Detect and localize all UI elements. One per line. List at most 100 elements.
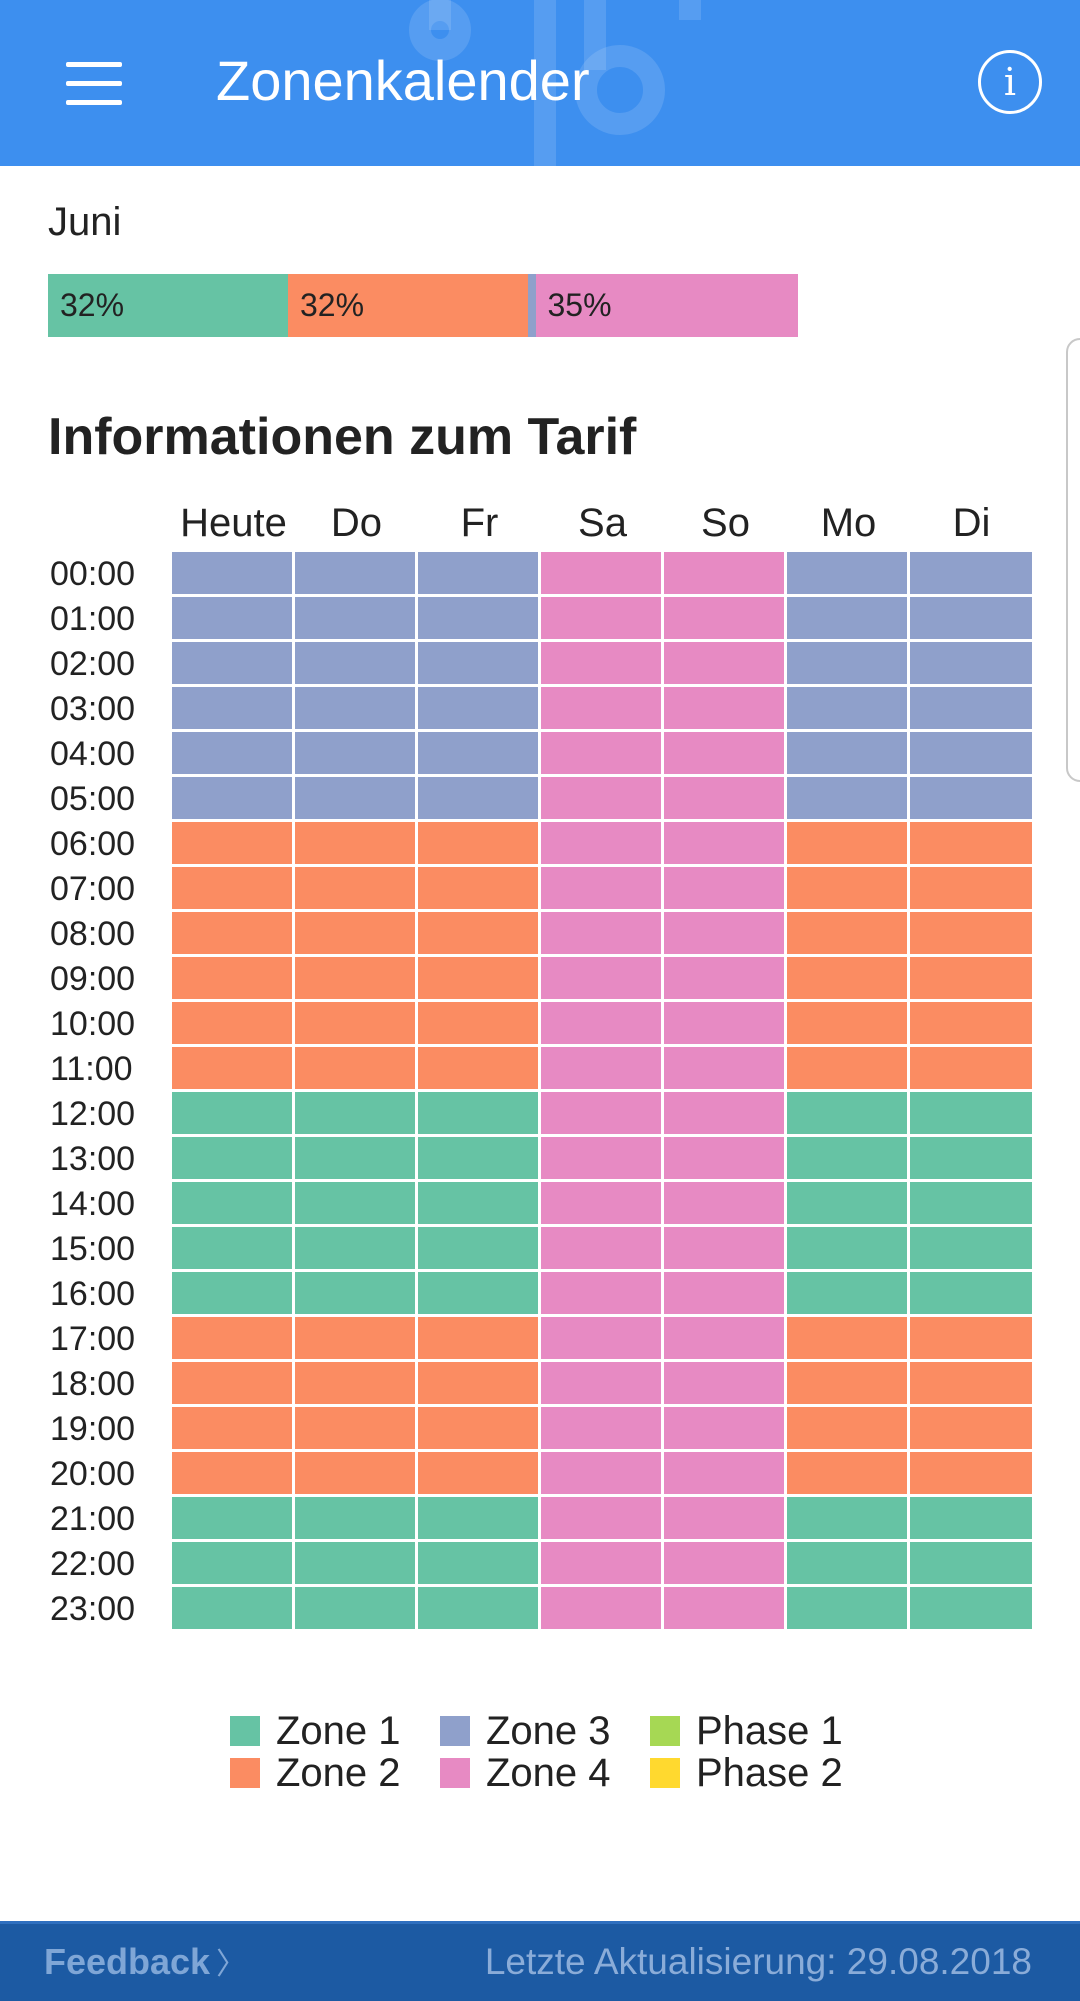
tariff-cell [418, 822, 538, 864]
tariff-cell [787, 1497, 907, 1539]
tariff-cell [787, 597, 907, 639]
tariff-cell [295, 1452, 415, 1494]
tariff-cell [295, 822, 415, 864]
tariff-cell [172, 1497, 292, 1539]
tariff-cell [787, 1452, 907, 1494]
legend-swatch [230, 1758, 260, 1788]
tariff-cell [418, 687, 538, 729]
day-header: Sa [578, 501, 627, 545]
hour-label: 11:00 [50, 1050, 133, 1088]
tariff-cell [172, 1542, 292, 1584]
tariff-cell [787, 1002, 907, 1044]
tariff-cell [664, 687, 784, 729]
hour-label: 10:00 [50, 1005, 136, 1043]
hour-label: 07:00 [50, 870, 136, 908]
tariff-cell [910, 642, 1032, 684]
tariff-cell [664, 642, 784, 684]
tariff-cell [541, 957, 661, 999]
tariff-cell [172, 1407, 292, 1449]
tariff-cell [295, 687, 415, 729]
tariff-cell [787, 1182, 907, 1224]
day-header: So [701, 501, 750, 545]
legend-label: Zone 4 [486, 1751, 611, 1795]
tariff-cell [295, 1362, 415, 1404]
tariff-cell [418, 1452, 538, 1494]
tariff-cell [664, 1182, 784, 1224]
tariff-cell [295, 912, 415, 954]
tariff-cell [787, 1047, 907, 1089]
tariff-cell [910, 957, 1032, 999]
tariff-cell [541, 912, 661, 954]
distribution-segment-zone2: 32% [288, 274, 528, 337]
tariff-cell [295, 1587, 415, 1629]
tariff-cell [787, 957, 907, 999]
legend-label: Zone 1 [276, 1709, 401, 1753]
tariff-cell [172, 1317, 292, 1359]
tariff-cell [664, 957, 784, 999]
tariff-cell [910, 822, 1032, 864]
tariff-cell [787, 912, 907, 954]
tariff-cell [664, 1272, 784, 1314]
tariff-cell [541, 1227, 661, 1269]
tariff-cell [787, 1227, 907, 1269]
tariff-cell [664, 912, 784, 954]
info-icon[interactable]: i [978, 50, 1042, 114]
tariff-cell [172, 1137, 292, 1179]
tariff-cell [418, 642, 538, 684]
hour-label: 12:00 [50, 1095, 136, 1133]
tariff-cell [418, 732, 538, 774]
tariff-cell [664, 1542, 784, 1584]
page-title: Zonenkalender [216, 49, 590, 112]
tariff-cell [541, 1092, 661, 1134]
tariff-cell [418, 552, 538, 594]
month-label: Juni [48, 200, 122, 244]
tariff-cell [295, 777, 415, 819]
tariff-cell [295, 642, 415, 684]
tariff-cell [295, 1542, 415, 1584]
hour-label: 05:00 [50, 780, 136, 818]
side-panel-handle[interactable] [1066, 338, 1080, 782]
hour-label: 16:00 [50, 1275, 136, 1313]
tariff-cell [787, 777, 907, 819]
tariff-cell [664, 1092, 784, 1134]
legend-swatch [650, 1758, 680, 1788]
hour-label: 17:00 [50, 1320, 136, 1358]
tariff-cell [418, 1362, 538, 1404]
feedback-link[interactable]: Feedback 〉 [44, 1940, 246, 1987]
legend-label: Phase 1 [696, 1709, 843, 1753]
tariff-cell [541, 1497, 661, 1539]
tariff-cell [910, 867, 1032, 909]
tariff-cell [541, 1047, 661, 1089]
tariff-cell [418, 912, 538, 954]
tariff-cell [910, 732, 1032, 774]
tariff-cell [418, 1092, 538, 1134]
tariff-cell [664, 1317, 784, 1359]
tariff-cell [172, 1587, 292, 1629]
hour-label: 06:00 [50, 825, 136, 863]
tariff-cell [541, 1407, 661, 1449]
tariff-cell [910, 1497, 1032, 1539]
tariff-cell [910, 1272, 1032, 1314]
tariff-cell [910, 1317, 1032, 1359]
tariff-cell [541, 1182, 661, 1224]
tariff-cell [295, 1002, 415, 1044]
tariff-cell [295, 1317, 415, 1359]
tariff-cell [295, 1137, 415, 1179]
tariff-cell [295, 1227, 415, 1269]
tariff-cell [910, 1407, 1032, 1449]
legend-swatch [440, 1758, 470, 1788]
tariff-cell [172, 1047, 292, 1089]
tariff-cell [664, 1587, 784, 1629]
section-title: Informationen zum Tarif [48, 408, 637, 466]
tariff-cell [787, 867, 907, 909]
tariff-cell [418, 1182, 538, 1224]
tariff-cell [172, 1452, 292, 1494]
tariff-cell [541, 1272, 661, 1314]
legend-label: Phase 2 [696, 1751, 843, 1795]
circuit-watermark-icon [409, 0, 701, 166]
tariff-cell [295, 867, 415, 909]
tariff-cell [541, 777, 661, 819]
day-header: Heute [180, 501, 287, 545]
tariff-cell [418, 597, 538, 639]
menu-icon[interactable] [66, 62, 124, 106]
